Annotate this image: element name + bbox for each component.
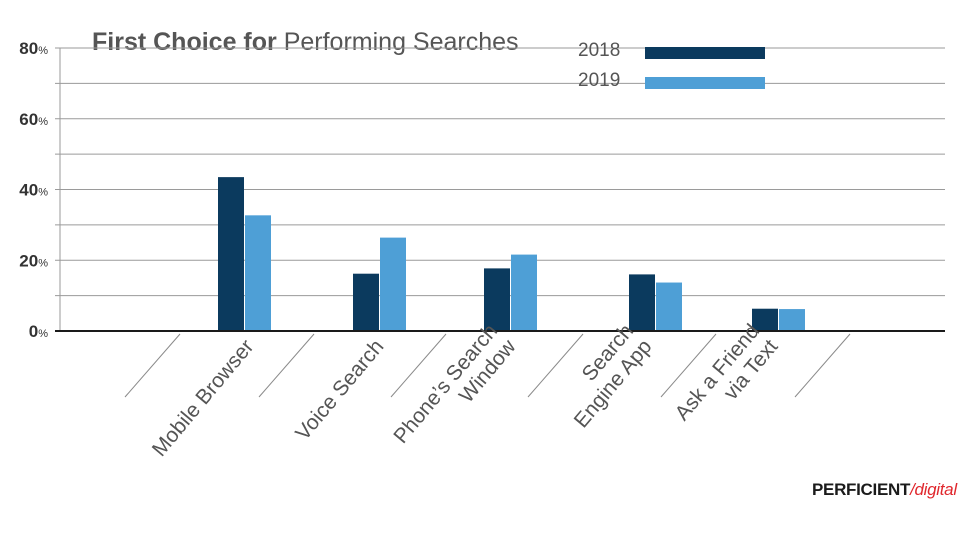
bar-2018-3	[629, 274, 655, 331]
legend-label-2019: 2019	[578, 70, 621, 91]
y-tick-label: 0%	[29, 322, 48, 341]
bar-2019-1	[380, 237, 406, 331]
gridlines	[55, 47, 945, 331]
x-tick-label: Voice Search	[291, 335, 388, 445]
logo-sub-text: digital	[914, 480, 958, 499]
chart-title: First Choice for Performing Searches	[92, 28, 519, 57]
logo-separator: /	[910, 480, 915, 499]
category-divider	[794, 333, 851, 398]
bar-2019-0	[245, 215, 271, 331]
bar-2018-2	[484, 268, 510, 331]
category-divider	[390, 333, 447, 398]
logo-main-text: PERFICIENT	[812, 480, 911, 499]
category-divider	[527, 333, 584, 398]
y-tick-labels: 0% 20% 40% 60% 80%	[19, 39, 48, 341]
bar-2019-2	[511, 254, 537, 331]
x-tick-label: Mobile Browser	[148, 335, 259, 461]
y-tick-label: 20%	[19, 251, 48, 270]
x-tick-labels: Mobile Browser Voice Search Phone’s Search…	[148, 319, 783, 463]
chart-title-bold: First Choice for	[92, 28, 277, 56]
legend-swatch-2019	[645, 77, 765, 89]
bar-2018-0	[218, 177, 244, 331]
chart-title-rest: Performing Searches	[283, 28, 519, 56]
bar-2019-4	[779, 309, 805, 331]
y-tick-label: 60%	[19, 110, 48, 129]
bar-2019-3	[656, 282, 682, 331]
bar-2018-1	[353, 273, 379, 331]
x-tick-label: Phone’s SearchWindow	[389, 319, 521, 463]
y-tick-label: 40%	[19, 181, 48, 200]
category-divider	[660, 333, 717, 398]
x-tick-label: SearchEngine App	[551, 320, 656, 433]
legend-label-2018: 2018	[578, 40, 621, 61]
category-divider	[258, 333, 315, 398]
bar-2018-4	[752, 308, 778, 331]
x-axis	[55, 330, 945, 398]
bars	[218, 177, 805, 331]
y-tick-label: 80%	[19, 39, 48, 58]
perficient-digital-logo: PERFICIENT/digital	[812, 480, 957, 500]
category-divider	[124, 333, 181, 398]
x-tick-label: Ask a Friendvia Text	[671, 320, 783, 441]
legend-swatch-2018	[645, 47, 765, 59]
